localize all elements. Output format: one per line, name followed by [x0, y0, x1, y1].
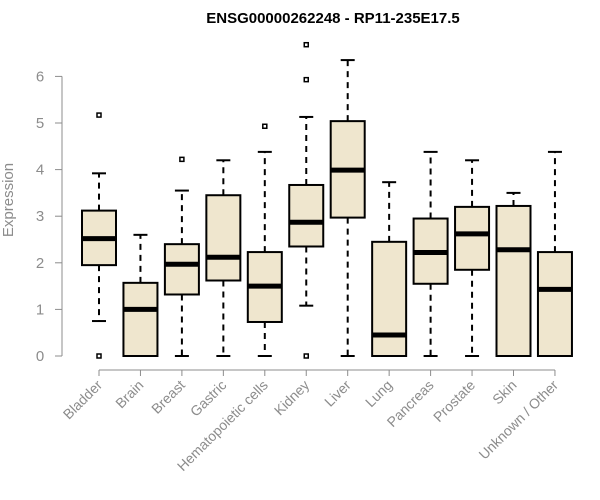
- box: [163, 243, 200, 296]
- outlier-point: [303, 41, 309, 48]
- y-tick-label-6: 6: [36, 68, 44, 85]
- outlier-point: [262, 123, 268, 130]
- box: [454, 205, 491, 271]
- box-group-9: [412, 150, 449, 357]
- box: [536, 251, 573, 357]
- y-tick-label-1: 1: [36, 301, 44, 318]
- x-tick-label-1: Bladder: [60, 377, 106, 423]
- x-tick-label-7: Liver: [321, 377, 354, 410]
- x-tick-label-8: Lung: [362, 377, 395, 410]
- y-axis-label: Expression: [0, 163, 17, 237]
- box-group-8: [371, 181, 408, 357]
- x-tick-label-6: Kidney: [271, 377, 313, 419]
- box: [371, 240, 408, 357]
- x-tick-label-2: Brain: [112, 377, 146, 411]
- y-tick-label-2: 2: [36, 255, 44, 272]
- outlier-point: [96, 353, 102, 359]
- box-group-5: [246, 123, 283, 357]
- x-tick-label-12: Unknown / Other: [475, 377, 561, 463]
- outlier-point: [96, 112, 102, 118]
- box-group-3: [163, 156, 200, 357]
- y-tick-label-0: 0: [36, 348, 44, 365]
- box-group-2: [122, 233, 159, 358]
- y-tick-label-5: 5: [36, 115, 44, 132]
- box-group-7: [329, 59, 366, 357]
- y-tick-label-4: 4: [36, 162, 44, 179]
- boxes-group: [81, 41, 573, 359]
- outlier-point: [303, 76, 309, 83]
- box-group-1: [81, 112, 117, 359]
- box-group-10: [454, 159, 491, 357]
- y-axis: 0 1 2 3 4 5 6: [36, 68, 63, 365]
- box-group-11: [495, 191, 532, 357]
- box: [288, 183, 325, 248]
- box-group-6: [288, 41, 325, 359]
- box-group-12: [536, 150, 573, 357]
- outlier-point: [179, 156, 185, 163]
- y-tick-label-3: 3: [36, 208, 44, 225]
- box: [122, 281, 159, 358]
- x-tick-label-3: Breast: [148, 377, 188, 417]
- x-tick-label-10: Prostate: [430, 377, 478, 425]
- chart-title: ENSG00000262248 - RP11-235E17.5: [206, 10, 460, 27]
- outlier-point: [303, 353, 309, 359]
- box: [495, 204, 532, 357]
- box-group-4: [205, 159, 242, 357]
- x-tick-label-11: Skin: [489, 377, 520, 408]
- box: [205, 194, 242, 282]
